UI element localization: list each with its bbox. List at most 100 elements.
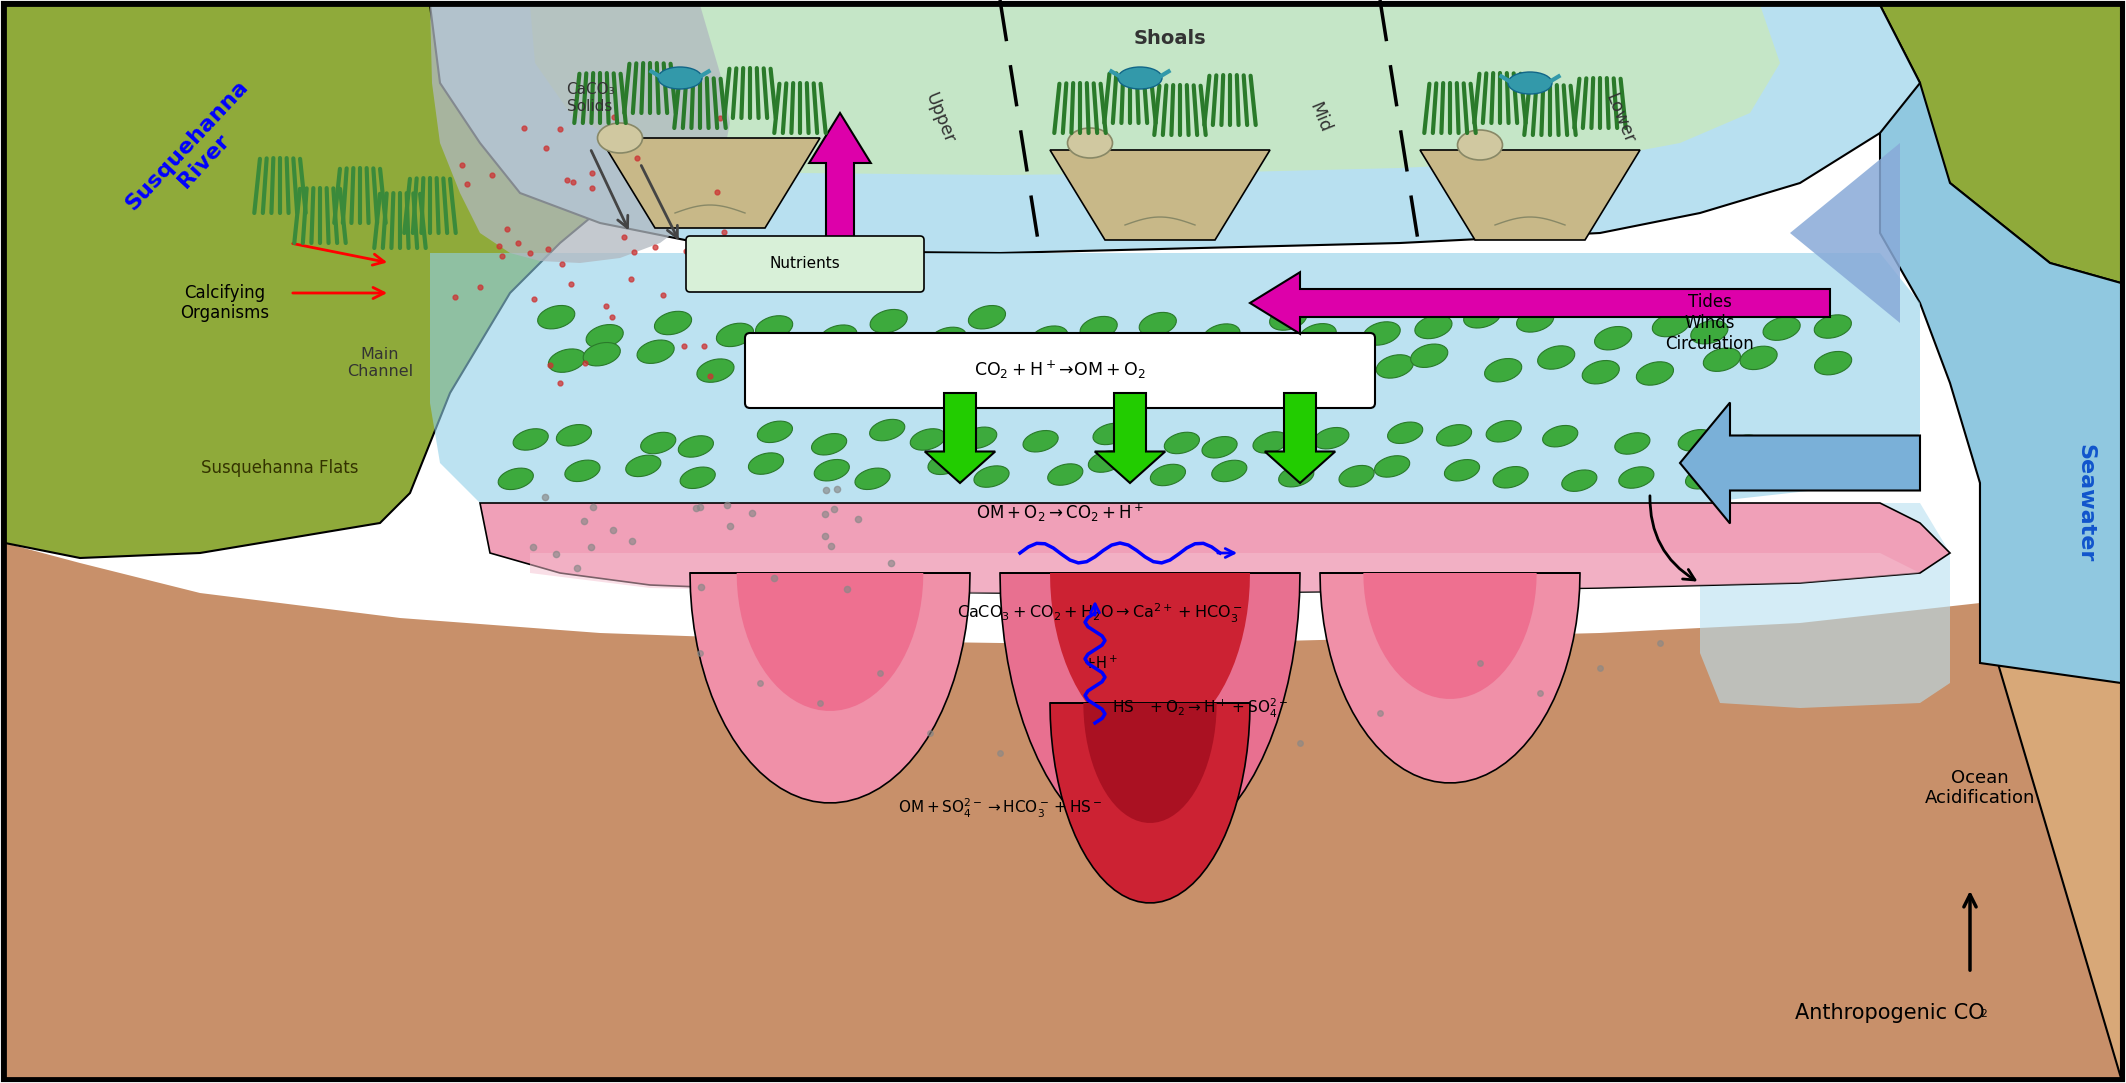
Ellipse shape: [659, 67, 702, 89]
Ellipse shape: [716, 323, 753, 347]
Ellipse shape: [863, 351, 899, 375]
Ellipse shape: [1594, 326, 1633, 350]
FancyBboxPatch shape: [744, 332, 1376, 408]
Ellipse shape: [1339, 466, 1373, 487]
Text: Shoals: Shoals: [1133, 28, 1205, 48]
Ellipse shape: [1690, 321, 1728, 344]
Ellipse shape: [1259, 341, 1297, 365]
Ellipse shape: [1486, 420, 1522, 442]
Ellipse shape: [549, 349, 585, 373]
Ellipse shape: [1212, 460, 1246, 482]
Ellipse shape: [1269, 306, 1307, 330]
Text: Seawater: Seawater: [2075, 444, 2094, 562]
Polygon shape: [4, 543, 2122, 1078]
Ellipse shape: [929, 360, 967, 382]
Ellipse shape: [680, 467, 714, 488]
Ellipse shape: [1543, 426, 1577, 447]
Polygon shape: [1320, 573, 1580, 783]
Polygon shape: [691, 573, 969, 803]
Ellipse shape: [1516, 309, 1554, 332]
Ellipse shape: [1252, 432, 1288, 453]
Ellipse shape: [566, 460, 600, 482]
Text: Ocean
Acidification: Ocean Acidification: [1924, 769, 2035, 808]
Polygon shape: [1979, 5, 2122, 1078]
Ellipse shape: [1297, 355, 1335, 379]
FancyBboxPatch shape: [687, 236, 925, 292]
Ellipse shape: [678, 435, 714, 457]
Ellipse shape: [1582, 361, 1620, 384]
Ellipse shape: [1416, 315, 1452, 339]
Ellipse shape: [1089, 451, 1123, 472]
Ellipse shape: [1437, 425, 1471, 446]
Ellipse shape: [1203, 324, 1239, 348]
Polygon shape: [1879, 5, 2122, 683]
Ellipse shape: [1067, 128, 1112, 158]
Text: $\mathregular{CaCO_3+CO_2+H_2O\rightarrow Ca^{2+}+HCO_3^-}$: $\mathregular{CaCO_3+CO_2+H_2O\rightarro…: [957, 601, 1244, 625]
Text: $\mathregular{OM+SO_4^{2-}\rightarrow HCO_3^-+HS^-}$: $\mathregular{OM+SO_4^{2-}\rightarrow HC…: [897, 796, 1101, 820]
Ellipse shape: [1726, 435, 1760, 456]
Ellipse shape: [1458, 130, 1503, 160]
Ellipse shape: [1444, 459, 1480, 481]
Ellipse shape: [655, 311, 691, 335]
Ellipse shape: [812, 433, 846, 455]
Ellipse shape: [1216, 344, 1252, 368]
Text: Main
Channel: Main Channel: [347, 347, 412, 379]
Text: Mid: Mid: [1305, 101, 1335, 135]
Text: $\mathregular{+H^+}$: $\mathregular{+H^+}$: [1082, 654, 1118, 671]
Polygon shape: [429, 5, 729, 263]
Polygon shape: [1050, 703, 1250, 903]
Ellipse shape: [512, 429, 549, 451]
Polygon shape: [1084, 703, 1216, 823]
Ellipse shape: [961, 427, 997, 448]
Ellipse shape: [1201, 436, 1237, 458]
Ellipse shape: [1703, 348, 1741, 371]
Ellipse shape: [910, 429, 946, 451]
Polygon shape: [1363, 573, 1537, 699]
Ellipse shape: [1278, 466, 1314, 487]
Text: $\mathregular{CO_2+H^+\!\rightarrow\!OM+O_2}$: $\mathregular{CO_2+H^+\!\rightarrow\!OM+…: [974, 358, 1146, 381]
Ellipse shape: [757, 421, 793, 443]
FancyArrow shape: [1265, 393, 1335, 483]
FancyArrow shape: [810, 113, 872, 263]
Text: Anthropogenic CO: Anthropogenic CO: [1794, 1003, 1986, 1023]
Ellipse shape: [821, 325, 857, 349]
Ellipse shape: [748, 453, 784, 474]
Ellipse shape: [538, 305, 574, 329]
Ellipse shape: [597, 123, 642, 153]
Ellipse shape: [810, 354, 848, 378]
Ellipse shape: [1165, 432, 1199, 454]
Ellipse shape: [1616, 433, 1650, 454]
Polygon shape: [480, 503, 1950, 593]
Ellipse shape: [1299, 324, 1337, 347]
Ellipse shape: [1388, 422, 1422, 444]
Ellipse shape: [1078, 341, 1114, 365]
Ellipse shape: [1637, 362, 1673, 386]
Ellipse shape: [557, 425, 591, 446]
Ellipse shape: [1042, 353, 1080, 376]
Polygon shape: [4, 5, 750, 558]
Ellipse shape: [927, 453, 963, 474]
Ellipse shape: [1314, 428, 1348, 449]
Ellipse shape: [1492, 467, 1529, 488]
Ellipse shape: [1507, 71, 1552, 94]
Ellipse shape: [1376, 355, 1414, 378]
Ellipse shape: [967, 305, 1006, 329]
Ellipse shape: [1484, 358, 1522, 382]
FancyArrow shape: [1250, 272, 1830, 334]
Ellipse shape: [1762, 317, 1801, 340]
Ellipse shape: [1142, 351, 1178, 375]
Ellipse shape: [1080, 316, 1118, 340]
Polygon shape: [529, 5, 1779, 175]
Ellipse shape: [583, 342, 621, 366]
Ellipse shape: [759, 356, 797, 380]
Ellipse shape: [1813, 315, 1852, 338]
Ellipse shape: [755, 316, 793, 339]
Polygon shape: [1420, 151, 1639, 240]
Polygon shape: [429, 5, 1920, 253]
Ellipse shape: [1140, 312, 1176, 336]
Text: CaCO₃
Solids: CaCO₃ Solids: [566, 82, 614, 114]
Ellipse shape: [587, 325, 623, 348]
Ellipse shape: [697, 358, 733, 382]
Ellipse shape: [1031, 326, 1067, 350]
FancyArrow shape: [1680, 403, 1920, 523]
